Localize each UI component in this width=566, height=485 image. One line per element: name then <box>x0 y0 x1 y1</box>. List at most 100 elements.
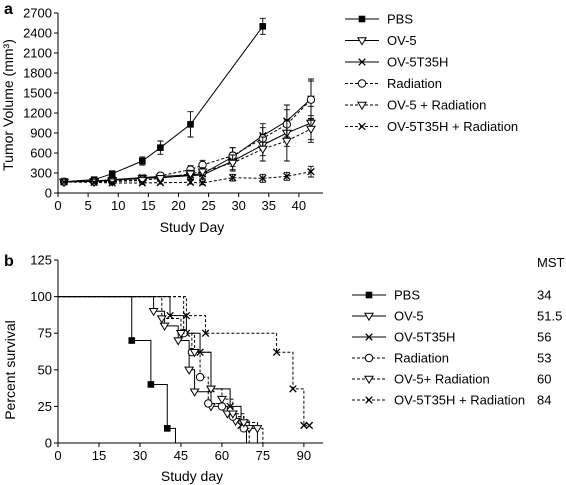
panel-a-x-tick-label: 15 <box>141 198 155 213</box>
panel-a-legend-label-ov-5t35h-radiation: OV-5T35H + Radiation <box>387 119 518 134</box>
data-point <box>307 167 315 176</box>
panel-a-x-tick-label: 25 <box>201 198 215 213</box>
panel-b-y-tick-label: 50 <box>38 362 52 377</box>
series-ov-5t35h-radiation <box>58 296 314 430</box>
mst-value-ov-5-radiation: 60 <box>537 372 551 387</box>
survival-point <box>147 381 155 388</box>
panel-a-legend-marker <box>357 79 367 88</box>
data-point <box>281 137 292 147</box>
panel-b-y-axis-label: Percent survival <box>2 320 18 420</box>
survival-point <box>272 348 281 356</box>
survival-step-line <box>58 296 264 443</box>
data-point <box>139 157 146 165</box>
survival-point <box>159 322 170 331</box>
panel-a-y-tick-label: 2100 <box>23 46 52 61</box>
survival-point <box>252 425 263 434</box>
mst-value-radiation: 53 <box>537 351 551 366</box>
survival-point <box>289 385 297 393</box>
panel-a-legend-label-radiation: Radiation <box>387 76 442 91</box>
series-ov-5t35h <box>58 296 248 443</box>
data-point <box>108 170 116 177</box>
series-ov-5 <box>59 105 316 188</box>
panel-a-legend-label-ov-5t35h: OV-5T35H <box>387 55 448 70</box>
panel-b-legend-marker <box>365 333 373 341</box>
panel-a-y-axis-label: Tumor Volume (mm³) <box>0 39 16 171</box>
data-point <box>283 172 291 181</box>
data-point <box>155 175 166 184</box>
survival-point <box>182 311 191 320</box>
panel-b-legend-marker <box>364 375 374 385</box>
panel-a-y-tick-label: 1200 <box>23 106 52 121</box>
survival-point <box>128 337 136 344</box>
mst-value-ov-5: 51.5 <box>537 309 562 324</box>
panel-a-y-tick-label: 2400 <box>23 26 52 41</box>
data-point <box>197 168 208 177</box>
survival-point <box>173 337 184 346</box>
data-point <box>60 178 68 186</box>
data-point <box>185 170 196 179</box>
survival-step-line <box>58 296 258 443</box>
mst-value-pbs: 34 <box>537 288 551 303</box>
panel-b-x-tick-label: 15 <box>92 448 106 463</box>
panel-a-y-tick-label: 300 <box>30 166 52 181</box>
survival-point <box>238 419 249 428</box>
panel-a-y-tick-label: 1800 <box>23 66 52 81</box>
panel-b-legend-marker <box>365 291 373 299</box>
data-point <box>227 159 238 169</box>
panel-b-x-tick-label: 45 <box>174 448 188 463</box>
panel-a-legend-label-ov-5: OV-5 <box>387 33 417 48</box>
panel-a-legend-label-ov-5-radiation: OV-5 + Radiation <box>387 98 486 113</box>
survival-point <box>189 388 200 397</box>
survival-point <box>204 399 213 408</box>
panel-b-x-tick-label: 0 <box>54 448 61 463</box>
mst-header: MST <box>537 255 565 270</box>
panel-a-y-tick-label: 2700 <box>23 6 52 21</box>
data-point <box>138 179 147 187</box>
series-radiation <box>58 296 250 443</box>
panel-a-letter: a <box>4 1 13 18</box>
data-point <box>157 144 164 151</box>
panel-a-legend-marker <box>358 122 366 131</box>
panel-b-legend-marker <box>364 353 374 363</box>
panel-a-series <box>59 17 316 188</box>
data-point <box>306 95 316 104</box>
panel-b-x-axis-label: Study day <box>161 468 223 484</box>
panel-a-x-tick-label: 0 <box>54 198 61 213</box>
panel-b-series <box>58 296 314 443</box>
panel-a-legend-marker <box>357 101 367 111</box>
data-point <box>257 145 268 155</box>
panel-b-legend-label-ov-5-radiation: OV-5+ Radiation <box>394 372 490 387</box>
survival-point <box>195 372 205 382</box>
panel-b-x-tick-label: 90 <box>297 448 311 463</box>
survival-point <box>201 329 210 337</box>
survival-step-line <box>58 296 248 443</box>
panel-b-y-tick-label: 0 <box>45 436 52 451</box>
panel-a-x-tick-label: 30 <box>231 198 245 213</box>
panel-b-y-tick-label: 125 <box>30 253 52 268</box>
data-point <box>259 23 267 30</box>
panel-b-legend-label-ov-5: OV-5 <box>394 309 424 324</box>
panel-b-legend-marker <box>364 312 374 322</box>
panel-a-legend-marker <box>357 37 367 46</box>
panel-a-x-tick-label: 5 <box>84 198 91 213</box>
data-point <box>90 178 98 187</box>
panel-b-letter: b <box>4 253 14 270</box>
panel-a-y-tick-label: 1500 <box>23 86 52 101</box>
panel-a-y-tick-label: 0 <box>45 186 52 201</box>
panel-b-legend-label-pbs: PBS <box>394 288 420 303</box>
survival-point <box>175 330 186 339</box>
data-point <box>187 121 194 128</box>
panel-b-x-tick-label: 60 <box>215 448 229 463</box>
panel-a-x-tick-label: 20 <box>171 198 185 213</box>
panel-b-y-tick-label: 100 <box>30 289 52 304</box>
panel-b-legend-label-ov-5t35h-radiation: OV-5T35H + Radiation <box>394 393 525 408</box>
mst-value-ov-5t35h-radiation: 84 <box>537 393 551 408</box>
panel-a: a 0 5 10 15 20 25 30 35 40 0 300 600 900 1200 1500 1800… <box>0 1 518 235</box>
panel-a-axes: 0 5 10 15 20 25 30 35 40 0 300 600 900 1200 1500 1800 21… <box>23 6 323 213</box>
survival-point <box>156 315 167 324</box>
survival-step-line <box>58 296 176 443</box>
data-point <box>186 178 195 187</box>
data-point <box>156 178 165 187</box>
panel-b-legend-marker <box>365 396 373 404</box>
